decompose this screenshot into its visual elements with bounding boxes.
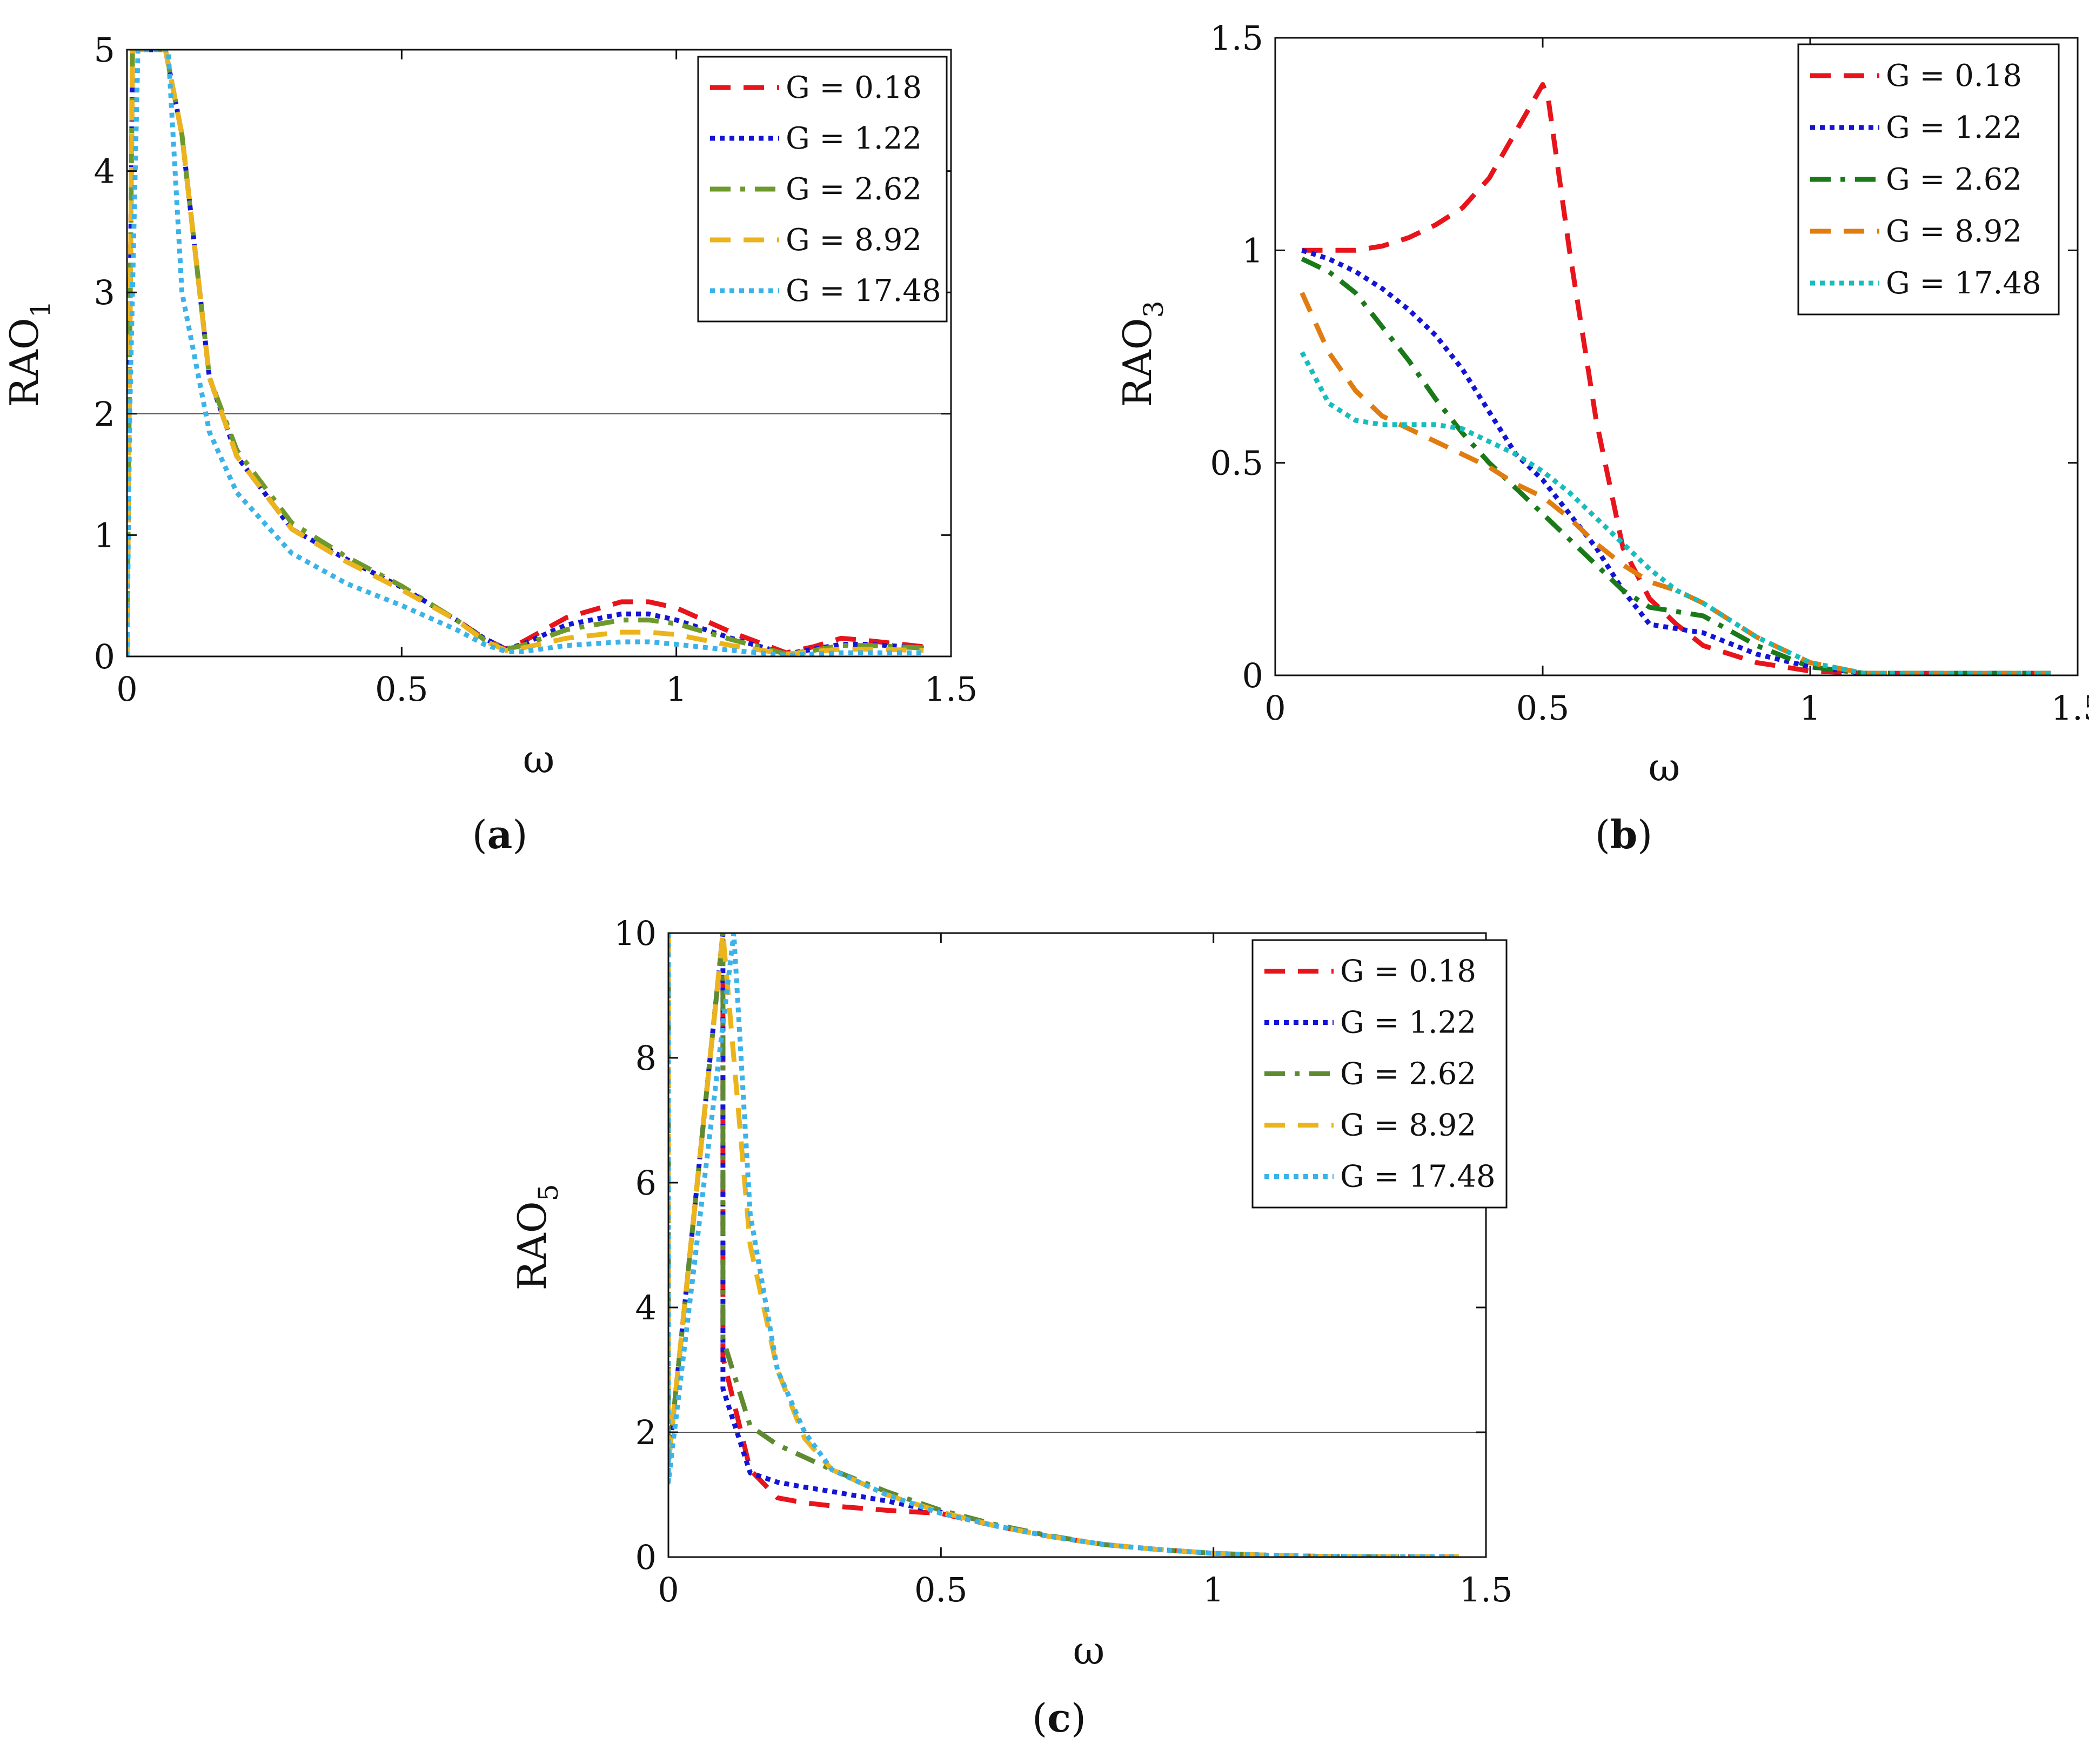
y-axis-label: RAO1 [2, 300, 56, 407]
y-axis-label-subscript: 1 [25, 300, 56, 318]
legend-label: G = 17.48 [1340, 1159, 1496, 1195]
y-axis-label: RAO5 [510, 1184, 564, 1290]
legend-label: G = 2.62 [1340, 1057, 1476, 1092]
series-group [127, 50, 924, 656]
series-line-5 [1300, 351, 2051, 675]
y-tick-label: 5 [94, 30, 115, 70]
y-tick-label: 8 [635, 1038, 657, 1078]
caption-open-paren: ( [1595, 812, 1610, 857]
legend-label: G = 8.92 [786, 223, 922, 258]
y-tick-label: 0 [1242, 656, 1263, 695]
caption-open-paren: ( [472, 812, 487, 857]
legend-label: G = 2.62 [1886, 162, 2022, 197]
legend-label: G = 2.62 [786, 172, 922, 207]
x-axis-label: ω [523, 736, 555, 782]
series-line-3 [668, 933, 1459, 1557]
y-tick-label: 0 [635, 1538, 657, 1577]
panel-caption: (a) [472, 811, 528, 857]
y-axis-label: RAO3 [1115, 300, 1169, 407]
x-tick-label: 1 [666, 669, 687, 709]
y-tick-label: 4 [94, 152, 115, 191]
y-axis-label-subscript: 3 [1138, 300, 1169, 318]
x-tick-label: 1.5 [925, 669, 978, 709]
y-tick-label: 1 [94, 515, 115, 555]
caption-letter: b [1610, 811, 1637, 857]
caption-letter: c [1047, 1695, 1071, 1741]
x-tick-label: 0.5 [375, 669, 428, 709]
legend-label: G = 17.48 [1886, 266, 2041, 301]
y-axis-label-subscript: 5 [533, 1184, 564, 1201]
x-tick-label: 0.5 [1516, 688, 1570, 728]
series-line-5 [127, 50, 924, 656]
x-tick-label: 0 [1264, 688, 1285, 728]
legend-label: G = 8.92 [1886, 214, 2022, 249]
legend-label: G = 0.18 [786, 70, 922, 105]
x-tick-label: 1.5 [2051, 688, 2089, 728]
x-axis-label: ω [1649, 744, 1680, 790]
axes-box [126, 49, 952, 658]
series-line-3 [1301, 257, 2051, 675]
x-tick-label: 1 [1203, 1570, 1224, 1609]
legend: G = 0.18 G = 1.22 G = 2.62 G = 8.92 G = 17.4… [1251, 939, 1508, 1209]
y-tick-label: 0 [94, 637, 115, 676]
axes-box [667, 932, 1487, 1558]
y-tick-label: 2 [635, 1413, 657, 1452]
legend-label: G = 1.22 [786, 121, 922, 156]
caption-close-paren: ) [512, 812, 527, 857]
y-tick-label: 6 [635, 1163, 657, 1203]
y-axis-label-main: RAO [2, 318, 47, 407]
caption-close-paren: ) [1637, 812, 1652, 857]
y-tick-label: 1.5 [1210, 18, 1263, 58]
panel-caption: (c) [1032, 1695, 1086, 1741]
legend-label: G = 0.18 [1340, 954, 1476, 989]
y-tick-label: 0.5 [1210, 444, 1263, 483]
legend-label: G = 1.22 [1340, 1005, 1476, 1041]
caption-letter: a [487, 811, 513, 857]
legend-label: G = 17.48 [786, 273, 941, 308]
y-tick-label: 2 [94, 394, 115, 434]
legend: G = 0.18 G = 1.22 G = 2.62 G = 8.92 G = 17.4… [1797, 43, 2060, 316]
legend-label: G = 0.18 [1886, 58, 2022, 93]
x-tick-label: 0.5 [914, 1570, 968, 1609]
legend-label: G = 1.22 [1886, 110, 2022, 145]
y-axis-label-main: RAO [1115, 318, 1160, 407]
series-line-4 [668, 933, 1459, 1557]
series-group [668, 933, 1459, 1557]
legend-box [697, 56, 948, 323]
y-tick-label: 1 [1242, 231, 1263, 270]
series-group [1300, 82, 2051, 675]
legend-label: G = 8.92 [1340, 1108, 1476, 1143]
y-tick-label: 4 [635, 1288, 657, 1327]
series-line-5 [668, 933, 1459, 1557]
series-line-1 [1302, 82, 2051, 675]
series-line-4 [1300, 292, 2051, 675]
x-tick-label: 1.5 [1459, 1570, 1513, 1609]
x-tick-label: 0 [116, 669, 137, 709]
y-tick-label: 3 [94, 273, 115, 312]
caption-open-paren: ( [1032, 1695, 1047, 1741]
x-tick-label: 0 [658, 1570, 679, 1609]
y-axis-label-main: RAO [510, 1201, 555, 1290]
panel-caption: (b) [1595, 811, 1653, 857]
axes-box [1274, 37, 2079, 676]
y-tick-label: 10 [614, 914, 657, 953]
x-tick-label: 1 [1799, 688, 1820, 728]
x-axis-label: ω [1073, 1628, 1105, 1673]
caption-close-paren: ) [1071, 1695, 1086, 1741]
legend: G = 0.18 G = 1.22 G = 2.62 G = 8.92 G = 17.4… [697, 56, 948, 323]
